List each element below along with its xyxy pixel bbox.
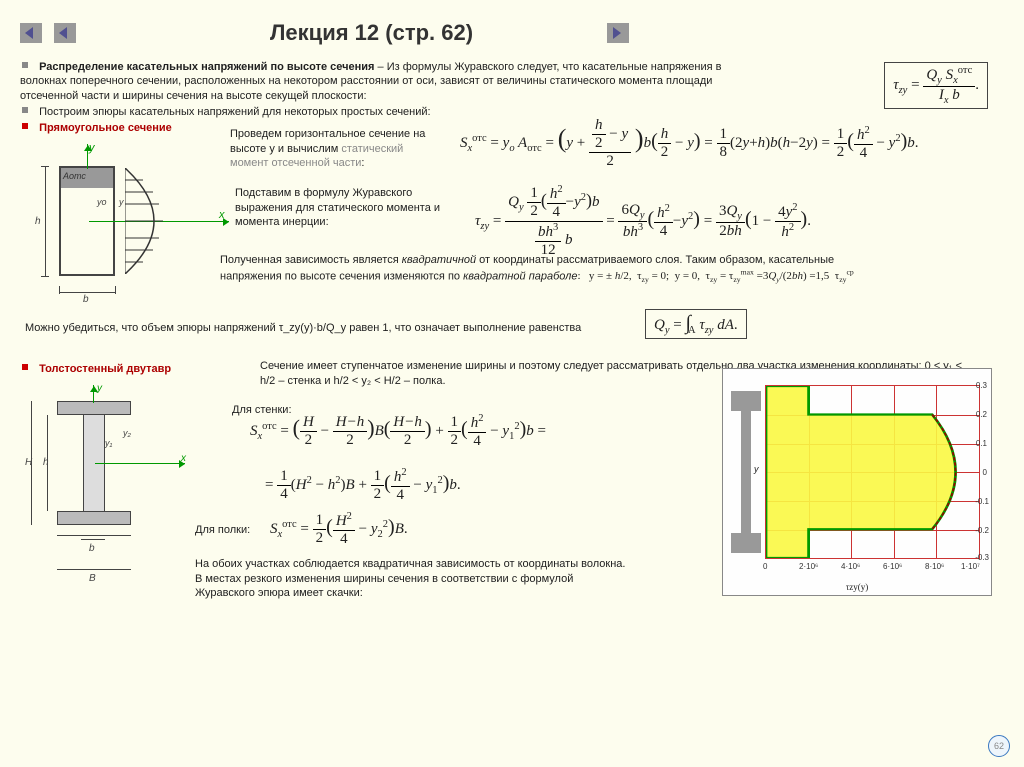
page-title: Лекция 12 (стр. 62) — [270, 20, 473, 46]
ytick: -0.2 — [975, 526, 989, 535]
chart-plot-area: y — [765, 385, 980, 559]
rect-heading: Прямоугольное сечение — [39, 122, 172, 134]
dim-b: b — [83, 294, 89, 305]
dim-b: b — [89, 543, 95, 554]
bullet-icon — [22, 107, 28, 113]
main-formula: τzy = Qy SxотсIx b. — [893, 77, 979, 93]
chart-axis-y-label-inner: y — [754, 464, 759, 474]
formula-s-flange: Sxотс = 12(H24 − y22)B. — [270, 511, 408, 548]
ytick: 0.1 — [976, 439, 987, 448]
intro-lead: Распределение касательных напряжений по … — [39, 61, 374, 73]
nav-next-icon[interactable] — [607, 23, 629, 43]
ibeam-flange-bottom — [57, 511, 131, 525]
rect-step1: Проведем горизонтальное сечение на высот… — [230, 127, 440, 170]
xtick: 2·10⁶ — [799, 562, 818, 571]
stress-parabola — [125, 168, 185, 274]
ibeam-section-row: y x H h b B y₁ y₂ Для стенки: Sxотс = (H… — [20, 383, 1004, 633]
dim-y2: y₂ — [123, 428, 131, 438]
ibeam-finale: На обоих участках соблюдается квадратичн… — [195, 557, 635, 600]
xtick: 6·10⁶ — [883, 562, 902, 571]
xtick: 8·10⁶ — [925, 562, 944, 571]
y-axis — [87, 144, 88, 169]
intro-paragraph: Распределение касательных напряжений по … — [20, 60, 740, 103]
dim-B: B — [89, 573, 96, 584]
flange-label: Для полки: — [195, 523, 250, 537]
integral-formula-box: Qy = ∫A τzy dA. — [645, 309, 747, 339]
dim-h: h — [35, 216, 41, 227]
formula-s-wall: Sxотс = (H2 − H−h2)B(H−h2) + 12(h24 − y1… — [250, 413, 546, 504]
nav-back-icon[interactable] — [20, 23, 42, 43]
ibeam-flange-top — [57, 401, 131, 415]
xtick: 0 — [763, 562, 767, 571]
main-formula-box: τzy = Qy SxотсIx b. — [884, 62, 988, 109]
nav-prev-icon[interactable] — [54, 23, 76, 43]
xtick: 4·10⁶ — [841, 562, 860, 571]
rect-diagram: y x h b yo y Aотс — [25, 144, 215, 314]
title-row: Лекция 12 (стр. 62) — [20, 20, 1004, 46]
chart-xlabel: τzy(y) — [846, 582, 869, 592]
y-axis — [93, 385, 94, 403]
label-Aots: Aотс — [63, 171, 86, 181]
formula-s-rect: Sxотс = yo Aотс = (y + h2 − y2 )b(h2 − y… — [460, 117, 919, 170]
ytick: 0.2 — [976, 410, 987, 419]
label-y: y — [89, 142, 95, 154]
dim-y0: yo — [97, 197, 107, 207]
ytick: -0.3 — [975, 553, 989, 562]
dim-y: y — [119, 197, 124, 207]
bullet-icon — [22, 62, 28, 68]
dim-y1: y₁ — [105, 438, 112, 448]
bullet-icon — [22, 364, 28, 370]
ytick: -0.1 — [975, 497, 989, 506]
label-y: y — [97, 383, 102, 394]
stress-profile-shape — [766, 386, 979, 558]
label-x: x — [219, 209, 225, 221]
rect-step3: Полученная зависимость является квадрати… — [220, 253, 880, 285]
ytick: 0 — [983, 468, 987, 477]
formula-tau-rect: τzy = Qy 12(h24−y2)b bh312 b = 6Qybh3(h2… — [475, 184, 811, 259]
x-axis — [95, 463, 185, 464]
ytick: 0.3 — [976, 381, 987, 390]
rect-section-row: y x h b yo y Aотс — [20, 139, 1004, 339]
ibeam-heading: Толстостенный двутавр — [39, 363, 171, 375]
label-x: x — [181, 453, 186, 464]
bullet-icon — [22, 123, 28, 129]
xtick: 1·10⁷ — [961, 562, 980, 571]
page-number-badge: 62 — [988, 735, 1010, 757]
rect-step4: Можно убедиться, что объем эпюры напряже… — [25, 321, 645, 335]
intro-body-2: Построим эпюры касательных напряжений дл… — [39, 106, 431, 118]
stress-chart: y 0.3 0.2 0.1 0 -0.1 -0.2 -0.3 0 2·10⁶ 4… — [722, 368, 992, 596]
rect-step2: Подставим в формулу Журавского выражения… — [235, 186, 445, 229]
ibeam-diagram: y x H h b B y₁ y₂ — [25, 383, 195, 613]
